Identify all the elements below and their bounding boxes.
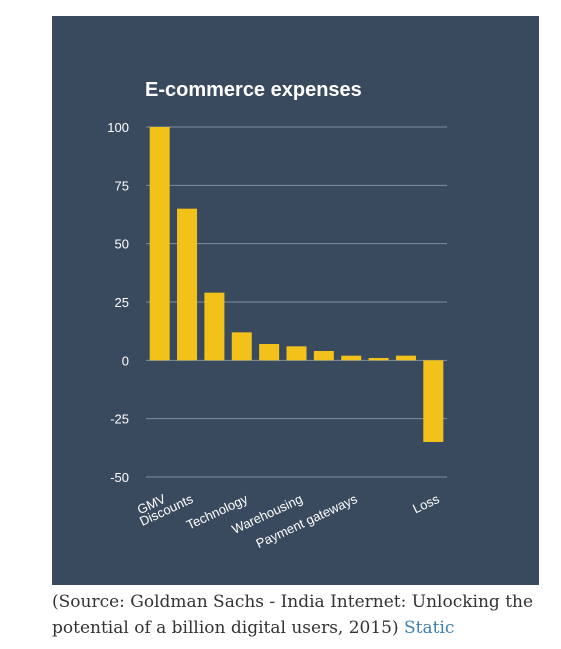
y-tick-label: 75 [115, 178, 129, 193]
bar [286, 346, 307, 361]
x-axis-labels: GMVDiscountsTechnologyWarehousingPayment… [135, 491, 442, 551]
bar [423, 360, 444, 442]
y-tick-label: -25 [110, 412, 129, 427]
bar [177, 208, 198, 361]
y-axis-ticks: 100 75 50 25 0 -25 -50 [107, 120, 129, 485]
bar [204, 292, 225, 361]
bar-chart: E-commerce expenses 100 75 50 25 0 -25 -50 GMV… [107, 79, 447, 551]
source-caption: (Source: Goldman Sachs - India Internet:… [52, 589, 552, 641]
bar [341, 355, 362, 361]
bar [368, 358, 389, 361]
bar [395, 355, 416, 361]
y-tick-label: -50 [110, 470, 129, 485]
y-tick-label: 0 [122, 353, 129, 368]
caption-text: (Source: Goldman Sachs - India Internet:… [52, 592, 534, 638]
y-tick-label: 25 [115, 295, 129, 310]
x-tick-label: Loss [410, 491, 442, 516]
chart-panel: E-commerce expenses 100 75 50 25 0 -25 -50 GMV… [52, 16, 539, 585]
static-link[interactable]: Static [404, 618, 455, 638]
bars [149, 127, 444, 442]
bar [231, 332, 252, 361]
chart-title: E-commerce expenses [145, 79, 362, 101]
y-tick-label: 100 [107, 120, 129, 135]
bar [149, 127, 170, 361]
bar [259, 344, 280, 361]
y-tick-label: 50 [115, 237, 129, 252]
bar [313, 351, 334, 361]
